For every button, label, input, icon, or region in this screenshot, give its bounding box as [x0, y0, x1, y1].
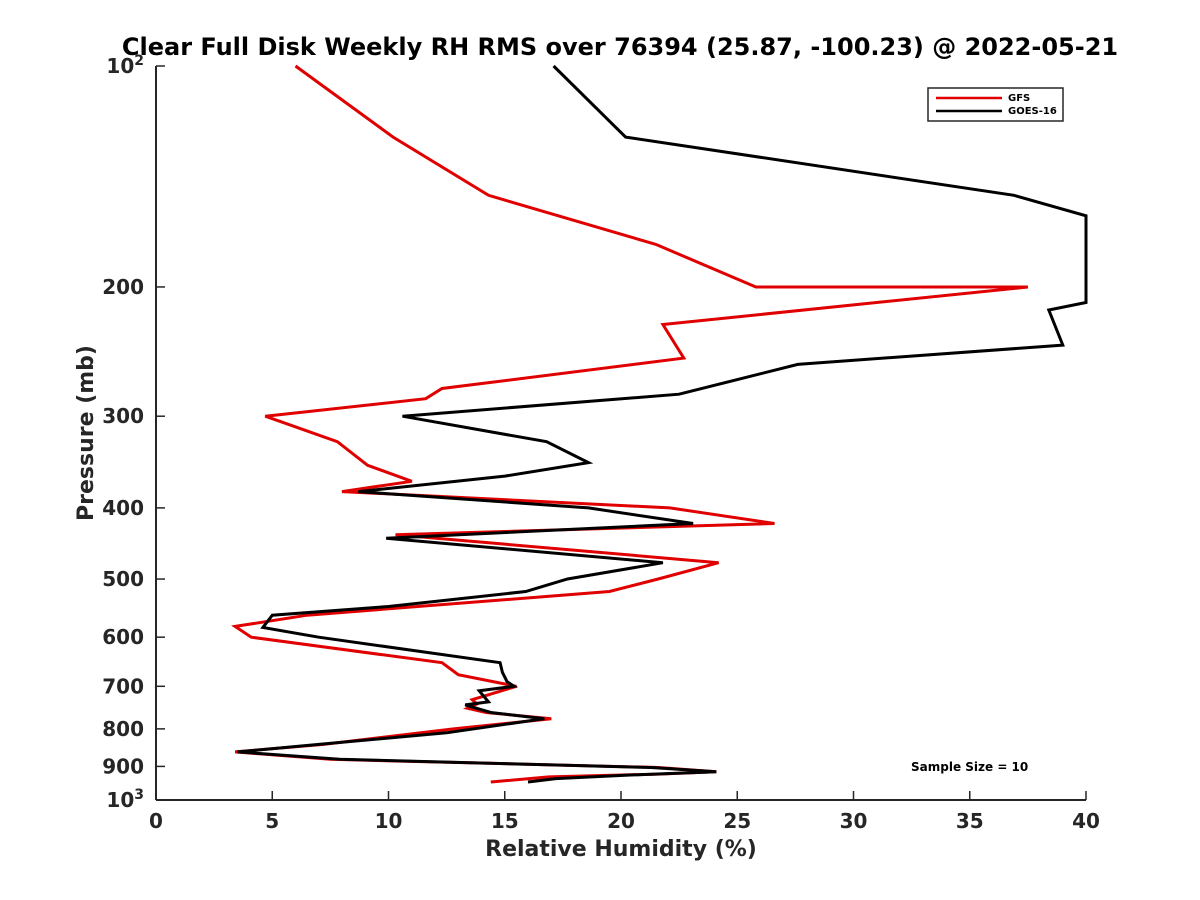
y-tick-label: 800 — [102, 717, 144, 741]
x-tick-label: 30 — [840, 809, 868, 833]
x-ticks: 0 5 10 15 20 25 30 35 40 — [149, 791, 1100, 833]
legend: GFS GOES-16 — [927, 87, 1064, 122]
sample-size-annotation: Sample Size = 10 — [911, 760, 1028, 774]
x-tick-label: 15 — [491, 809, 519, 833]
y-tick-label: 600 — [102, 625, 144, 649]
y-tick-label: 400 — [102, 496, 144, 520]
y-tick-label: 103 — [106, 787, 144, 812]
y-tick-label: 500 — [102, 567, 144, 591]
chart-title: Clear Full Disk Weekly RH RMS over 76394… — [122, 33, 1118, 61]
plot-background — [156, 66, 1086, 800]
x-tick-label: 35 — [956, 809, 984, 833]
y-axis-label: Pressure (mb) — [74, 345, 99, 521]
y-tick-label: 300 — [102, 404, 144, 428]
y-tick-label: 200 — [102, 275, 144, 299]
x-tick-label: 5 — [265, 809, 279, 833]
y-tick-label: 900 — [102, 754, 144, 778]
legend-label-gfs: GFS — [1008, 93, 1030, 104]
x-tick-label: 0 — [149, 809, 163, 833]
x-axis-label: Relative Humidity (%) — [485, 837, 757, 862]
y-tick-label: 102 — [106, 53, 144, 78]
y-ticks: 102 200 300 400 500 600 700 800 900 103 — [102, 53, 165, 812]
y-tick-label: 700 — [102, 674, 144, 698]
series-layer — [231, 64, 1088, 784]
plot-area: 0 5 10 15 20 25 30 35 40 102 200 300 400 500 600 700 80… — [102, 53, 1100, 833]
x-tick-label: 20 — [607, 809, 635, 833]
series-line-goes16 — [237, 64, 1088, 784]
x-tick-label: 40 — [1072, 809, 1100, 833]
x-tick-label: 25 — [723, 809, 751, 833]
legend-box — [927, 87, 1064, 122]
legend-label-goes16: GOES-16 — [1008, 106, 1057, 117]
x-tick-label: 10 — [375, 809, 403, 833]
